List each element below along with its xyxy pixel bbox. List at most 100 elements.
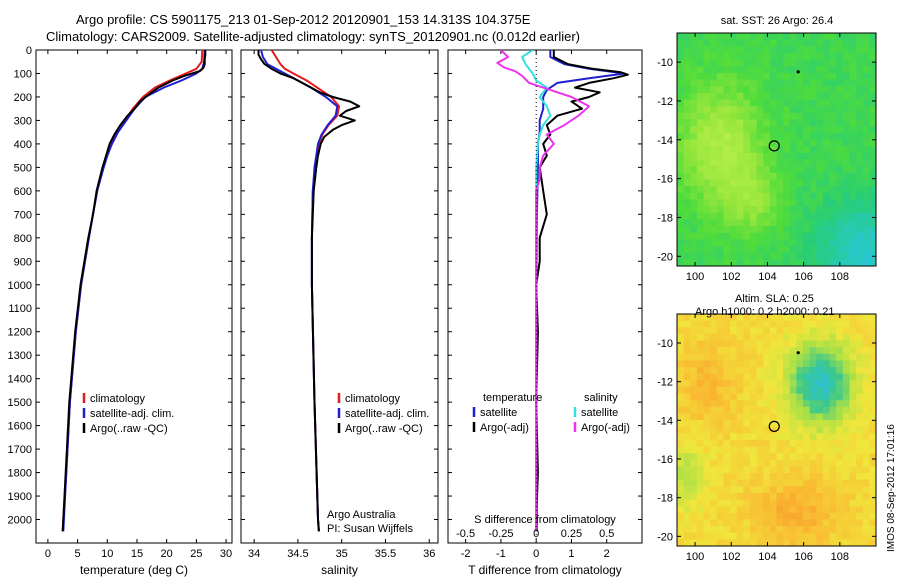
sla-cell (749, 420, 758, 428)
sst-cell (789, 199, 797, 207)
sla-cell (822, 413, 831, 421)
sla-cell (730, 327, 738, 335)
sst-cell (683, 146, 691, 154)
sst-cell (690, 92, 698, 101)
sla-cell (716, 499, 725, 507)
sst-cell (856, 159, 864, 167)
sla-cell (716, 420, 725, 428)
sla-cell (723, 506, 731, 514)
sst-cell (716, 159, 725, 167)
sst-cell (776, 152, 784, 161)
sla-cell (829, 512, 837, 521)
sla-cell (856, 486, 864, 494)
sst-cell (869, 119, 876, 127)
sst-cell (756, 52, 764, 61)
sst-cell (736, 252, 744, 260)
sla-cell (690, 492, 698, 501)
sst-cell (816, 99, 824, 107)
sla-cell (809, 526, 817, 534)
sla-cell (856, 386, 864, 395)
sst-cell (730, 186, 738, 194)
sla-cell (716, 512, 725, 521)
temp-ytick-label: 1400 (8, 374, 32, 386)
sla-cell (769, 453, 778, 461)
sst-cell (769, 92, 778, 101)
sst-cell (789, 259, 797, 266)
sst-cell (829, 152, 837, 161)
sst-cell (736, 172, 744, 181)
sst-cell (743, 132, 751, 141)
sst-cell (822, 239, 831, 247)
sla-ytick-label: -18 (657, 493, 673, 505)
sla-cell (783, 466, 791, 474)
sla-cell (723, 314, 731, 322)
sst-xtick-label: 106 (794, 271, 812, 283)
sst-cell (829, 199, 837, 207)
sst-cell (842, 139, 851, 147)
sla-cell (749, 453, 758, 461)
sla-cell (716, 466, 725, 474)
sla-cell (749, 439, 758, 448)
sst-cell (796, 186, 804, 194)
sst-cell (730, 146, 738, 154)
sst-cell (842, 219, 851, 227)
sla-cell (696, 479, 705, 487)
sst-cell (716, 46, 725, 54)
sla-cell (763, 453, 771, 461)
sla-cell (749, 486, 758, 494)
sst-cell (783, 146, 791, 154)
sla-cell (710, 539, 718, 546)
sst-cell (856, 226, 864, 234)
sst-cell (690, 112, 698, 121)
sla-cell (842, 420, 851, 428)
sla-cell (769, 400, 778, 408)
sla-cell (723, 393, 731, 401)
sla-cell (836, 420, 844, 428)
sst-cell (703, 72, 711, 81)
sst-cell (756, 212, 764, 220)
sla-cell (776, 459, 784, 468)
sst-cell (829, 172, 837, 181)
sst-cell (809, 59, 817, 67)
sla-cell (796, 314, 804, 322)
sla-cell (696, 446, 705, 454)
sla-cell (743, 353, 751, 361)
sla-cell (809, 380, 817, 388)
sst-cell (763, 72, 771, 81)
sst-cell (769, 126, 778, 134)
sla-cell (862, 433, 870, 441)
sla-cell (749, 526, 758, 534)
sal-line-satellite-adj-clim- (260, 50, 339, 532)
sst-cell (716, 52, 725, 61)
sla-cell (776, 314, 784, 322)
sst-cell (869, 239, 876, 247)
sla-cell (723, 439, 731, 448)
sst-cell (743, 119, 751, 127)
sla-cell (829, 526, 837, 534)
sst-cell (730, 252, 738, 260)
sst-cell (796, 72, 804, 81)
sst-cell (822, 232, 831, 240)
sst-cell (723, 252, 731, 260)
sla-cell (803, 433, 811, 441)
sst-cell (796, 246, 804, 254)
sst-cell (749, 139, 758, 147)
sst-cell (730, 72, 738, 81)
sla-cell (809, 347, 817, 355)
sla-cell (862, 453, 870, 461)
sst-cell (736, 232, 744, 240)
sst-cell (869, 99, 876, 107)
sst-cell (730, 199, 738, 207)
sst-cell (822, 179, 831, 187)
sst-cell (716, 219, 725, 227)
sla-cell (869, 360, 876, 368)
sla-cell (856, 406, 864, 415)
sla-cell (743, 393, 751, 401)
sst-cell (842, 66, 851, 74)
sla-cell (803, 479, 811, 487)
sla-cell (769, 353, 778, 361)
sst-cell (796, 159, 804, 167)
sla-cell (849, 367, 857, 375)
sla-cell (776, 539, 784, 546)
sla-cell (809, 333, 817, 342)
